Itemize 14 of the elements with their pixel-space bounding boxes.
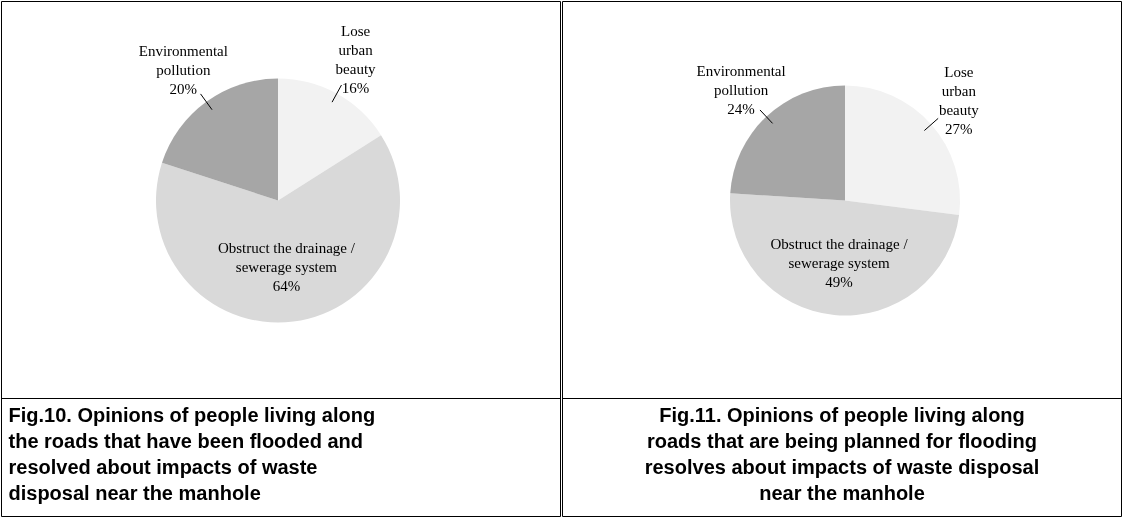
slice-label: Obstruct the drainage / sewerage system xyxy=(217,240,356,276)
slice-label: Environmental pollution xyxy=(138,43,228,79)
slice-label: Environmental pollution xyxy=(696,62,786,98)
data-label: 20% xyxy=(169,81,198,98)
data-label: 49% xyxy=(825,274,853,291)
data-label: 64% xyxy=(272,278,301,295)
data-label: 24% xyxy=(727,100,755,117)
data-label: 16% xyxy=(341,79,370,96)
slice-label: Lose urban beauty xyxy=(335,22,377,77)
text: Fig.11. Opinions of people living along roads that are being planned for flooding resolves about impacts of waste disposal near the manhole xyxy=(644,403,1040,504)
slice-label: Lose urban beauty xyxy=(938,63,980,118)
data-label: 27% xyxy=(945,120,973,137)
text: Fig.10. Opinions of people living along the roads that have been flooded and resolved about impacts of waste disposal near the manhole xyxy=(8,403,376,504)
slice-label: Obstruct the drainage / sewerage system xyxy=(770,236,909,272)
